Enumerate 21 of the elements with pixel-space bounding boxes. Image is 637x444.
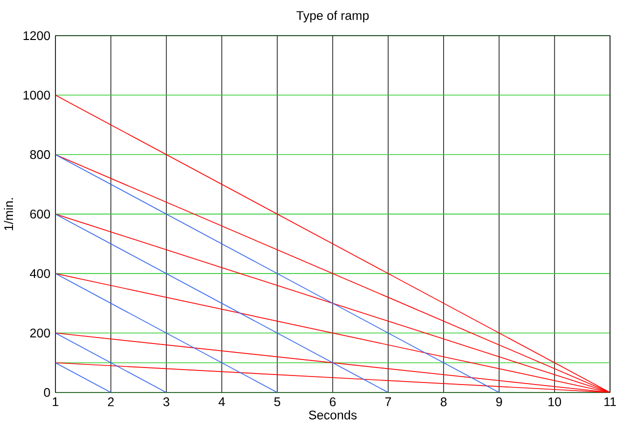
y-axis-title: 1/min. bbox=[4, 198, 14, 230]
x-tick-label: 9 bbox=[496, 397, 502, 406]
y-tick-label: 800 bbox=[30, 150, 50, 160]
y-tick-label: 200 bbox=[30, 328, 50, 338]
x-tick-label: 7 bbox=[385, 397, 392, 406]
x-tick-label: 4 bbox=[218, 397, 225, 406]
x-tick-label: 5 bbox=[274, 397, 280, 406]
y-tick-label: 1200 bbox=[24, 31, 50, 40]
chart-title: Type of ramp bbox=[296, 10, 369, 22]
x-tick-label: 3 bbox=[163, 397, 170, 406]
x-tick-label: 8 bbox=[440, 397, 447, 406]
y-tick-label: 600 bbox=[30, 210, 50, 219]
x-tick-label: 10 bbox=[548, 397, 562, 406]
x-tick-label: 2 bbox=[108, 397, 114, 406]
y-tick-label: 0 bbox=[44, 388, 50, 397]
y-tick-label: 400 bbox=[30, 269, 50, 278]
y-tick-label: 1000 bbox=[24, 90, 50, 100]
x-tick-label: 11 bbox=[604, 397, 616, 406]
x-tick-label: 6 bbox=[330, 397, 336, 406]
x-axis-title: Seconds bbox=[308, 410, 357, 420]
x-tick-label: 1 bbox=[52, 397, 58, 406]
